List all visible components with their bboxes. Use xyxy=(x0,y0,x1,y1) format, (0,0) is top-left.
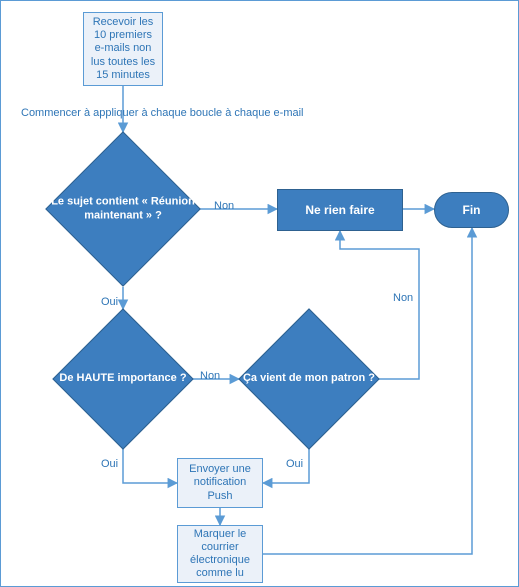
node-end: Fin xyxy=(434,192,509,228)
node-action-mark: Marquer le courrier électronique comme l… xyxy=(177,525,263,583)
node-decision-importance-label: De HAUTE importance ? xyxy=(53,372,193,386)
node-action-push: Envoyer une notification Push xyxy=(177,458,263,508)
node-end-label: Fin xyxy=(463,203,481,217)
node-decision-subject: Le sujet contient « Réunion maintenant »… xyxy=(68,154,178,264)
edge-label-subject-no-to-none: Non xyxy=(214,200,234,212)
node-decision-boss: Ça vient de mon patron ? xyxy=(259,329,359,429)
node-start: Recevoir les 10 premiers e-mails non lus… xyxy=(83,12,163,86)
edge-label-importance-no-to-boss: Non xyxy=(200,370,220,382)
edge-label-subject-yes-to-importance: Oui xyxy=(101,296,118,308)
edge-label-boss-no-to-none: Non xyxy=(393,292,413,304)
edge-label-importance-yes-to-push: Oui xyxy=(101,458,118,470)
node-action-mark-label: Marquer le courrier électronique comme l… xyxy=(182,528,258,581)
node-action-none-label: Ne rien faire xyxy=(305,203,374,217)
node-decision-boss-label: Ça vient de mon patron ? xyxy=(239,372,379,386)
node-action-none: Ne rien faire xyxy=(277,189,403,231)
edge-importance-yes-to-push xyxy=(123,449,177,483)
node-action-push-label: Envoyer une notification Push xyxy=(182,463,258,503)
loop-caption: Commencer à appliquer à chaque boucle à … xyxy=(21,107,304,119)
edge-label-boss-yes-to-push: Oui xyxy=(286,458,303,470)
flowchart-canvas: Commencer à appliquer à chaque boucle à … xyxy=(0,0,519,587)
node-start-label: Recevoir les 10 premiers e-mails non lus… xyxy=(88,16,158,82)
node-decision-importance: De HAUTE importance ? xyxy=(73,329,173,429)
node-decision-subject-label: Le sujet contient « Réunion maintenant »… xyxy=(46,195,200,223)
